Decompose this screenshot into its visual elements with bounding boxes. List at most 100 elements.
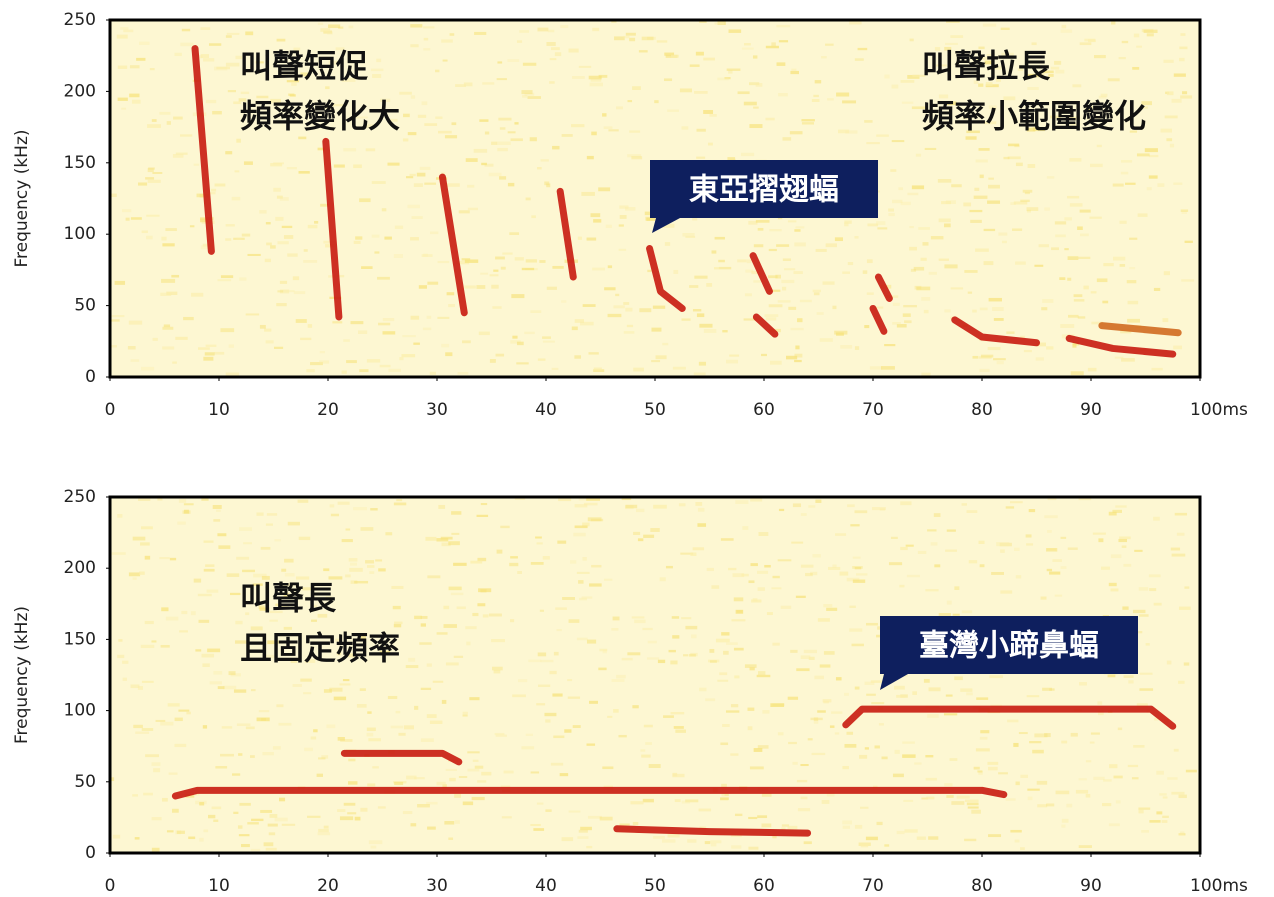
noise — [1014, 548, 1020, 551]
noise — [931, 236, 944, 239]
noise — [276, 303, 286, 306]
noise — [583, 304, 596, 307]
noise — [1163, 60, 1173, 63]
noise — [672, 774, 684, 777]
noise — [132, 794, 138, 796]
noise — [473, 760, 479, 762]
noise — [742, 48, 754, 50]
noise — [288, 522, 300, 526]
noise — [367, 783, 375, 786]
noise — [761, 823, 771, 827]
x-tick-label: 0 — [105, 400, 116, 420]
noise — [751, 599, 761, 602]
noise — [477, 603, 485, 606]
noise — [479, 332, 490, 335]
noise — [406, 176, 413, 178]
noise — [1060, 324, 1074, 328]
noise — [1111, 554, 1122, 558]
noise — [449, 587, 462, 591]
noise — [544, 713, 556, 716]
noise — [852, 644, 864, 647]
noise — [367, 728, 376, 731]
noise — [294, 291, 305, 294]
noise — [152, 119, 157, 122]
noise — [159, 112, 170, 115]
noise — [184, 503, 194, 505]
noise — [980, 175, 984, 179]
noise — [122, 661, 128, 664]
noise — [396, 711, 401, 713]
noise — [463, 712, 468, 714]
x-tick-label: 30 — [426, 876, 448, 896]
noise — [693, 309, 701, 311]
noise — [634, 620, 645, 624]
noise — [1016, 575, 1021, 578]
x-tick-label: 100ms — [1190, 400, 1248, 420]
noise — [753, 55, 757, 58]
noise — [756, 83, 763, 87]
noise — [1173, 346, 1182, 350]
noise — [308, 225, 318, 228]
figure: 0501001502002500102030405060708090100msF… — [0, 0, 1274, 897]
noise — [987, 762, 998, 765]
noise — [142, 681, 154, 683]
noise — [117, 514, 122, 518]
noise — [1122, 545, 1127, 547]
noise — [197, 194, 204, 198]
noise — [418, 115, 426, 118]
noise — [367, 565, 374, 568]
noise — [421, 623, 426, 626]
noise — [826, 608, 837, 611]
noise — [531, 771, 539, 773]
noise — [228, 90, 236, 92]
noise — [989, 298, 1002, 301]
noise — [846, 732, 853, 735]
noise — [914, 762, 921, 764]
noise — [338, 502, 350, 505]
noise — [194, 164, 200, 166]
noise — [1079, 778, 1087, 780]
noise — [236, 557, 249, 560]
noise — [734, 648, 744, 651]
noise — [243, 542, 252, 544]
noise — [662, 343, 668, 345]
noise — [738, 91, 750, 94]
noise — [1141, 830, 1149, 833]
noise — [273, 188, 281, 192]
noise — [875, 745, 880, 748]
noise — [582, 557, 586, 561]
noise — [726, 710, 739, 712]
noise — [367, 359, 380, 362]
noise — [893, 774, 904, 778]
noise — [531, 562, 544, 565]
noise — [121, 108, 126, 110]
noise — [979, 541, 985, 544]
noise — [143, 793, 153, 796]
noise — [866, 837, 878, 840]
noise — [162, 798, 168, 802]
noise — [1120, 264, 1125, 267]
noise — [538, 652, 546, 656]
noise — [213, 671, 222, 675]
noise — [227, 33, 240, 35]
noise — [1055, 234, 1066, 237]
noise — [1177, 533, 1185, 536]
noise — [151, 640, 156, 642]
noise — [298, 137, 306, 140]
noise — [671, 712, 685, 714]
noise — [813, 95, 819, 97]
noise — [771, 587, 781, 589]
noise — [142, 230, 148, 233]
noise — [287, 167, 297, 169]
noise — [988, 185, 1000, 189]
noise — [521, 90, 532, 94]
noise — [1115, 505, 1126, 507]
noise — [130, 65, 140, 68]
noise — [571, 124, 584, 127]
noise — [909, 247, 917, 251]
noise — [1111, 21, 1115, 24]
noise — [916, 154, 921, 157]
noise — [1121, 160, 1132, 163]
noise — [378, 568, 385, 571]
noise — [515, 257, 524, 260]
